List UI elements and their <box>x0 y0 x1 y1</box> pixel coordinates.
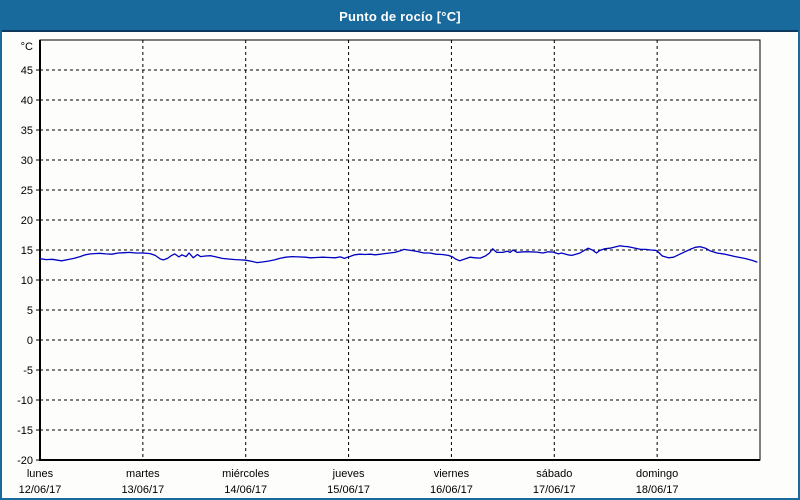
svg-text:miércoles: miércoles <box>222 468 270 480</box>
svg-text:35: 35 <box>21 125 33 137</box>
svg-text:5: 5 <box>27 305 33 317</box>
svg-text:-10: -10 <box>17 395 33 407</box>
svg-text:20: 20 <box>21 215 33 227</box>
svg-text:0: 0 <box>27 335 33 347</box>
dewpoint-line-chart: 45 40 35 30 25 20 15 10 5 0 -5 -10 -15 -20 °C lunes 12/0… <box>17 39 761 496</box>
svg-text:15/06/17: 15/06/17 <box>327 484 370 496</box>
svg-text:30: 30 <box>21 155 33 167</box>
svg-text:-20: -20 <box>17 455 33 467</box>
svg-text:martes: martes <box>126 468 160 480</box>
svg-text:15: 15 <box>21 245 33 257</box>
svg-text:14/06/17: 14/06/17 <box>224 484 267 496</box>
svg-text:°C: °C <box>21 41 33 53</box>
svg-text:viernes: viernes <box>434 468 470 480</box>
svg-text:17/06/17: 17/06/17 <box>533 484 576 496</box>
svg-text:jueves: jueves <box>332 468 365 480</box>
svg-text:-5: -5 <box>23 365 33 377</box>
chart-title-bar: Punto de rocío [°C] <box>2 2 798 32</box>
svg-text:10: 10 <box>21 275 33 287</box>
svg-text:domingo: domingo <box>636 468 678 480</box>
svg-text:45: 45 <box>21 65 33 77</box>
svg-text:25: 25 <box>21 185 33 197</box>
chart-area: 45 40 35 30 25 20 15 10 5 0 -5 -10 -15 -20 °C lunes 12/0… <box>2 32 798 498</box>
svg-text:40: 40 <box>21 95 33 107</box>
svg-text:sábado: sábado <box>536 468 572 480</box>
svg-text:-15: -15 <box>17 425 33 437</box>
svg-text:13/06/17: 13/06/17 <box>121 484 164 496</box>
svg-text:12/06/17: 12/06/17 <box>19 484 62 496</box>
svg-text:lunes: lunes <box>27 468 54 480</box>
svg-text:16/06/17: 16/06/17 <box>430 484 473 496</box>
chart-title: Punto de rocío [°C] <box>339 8 461 24</box>
svg-text:18/06/17: 18/06/17 <box>636 484 679 496</box>
